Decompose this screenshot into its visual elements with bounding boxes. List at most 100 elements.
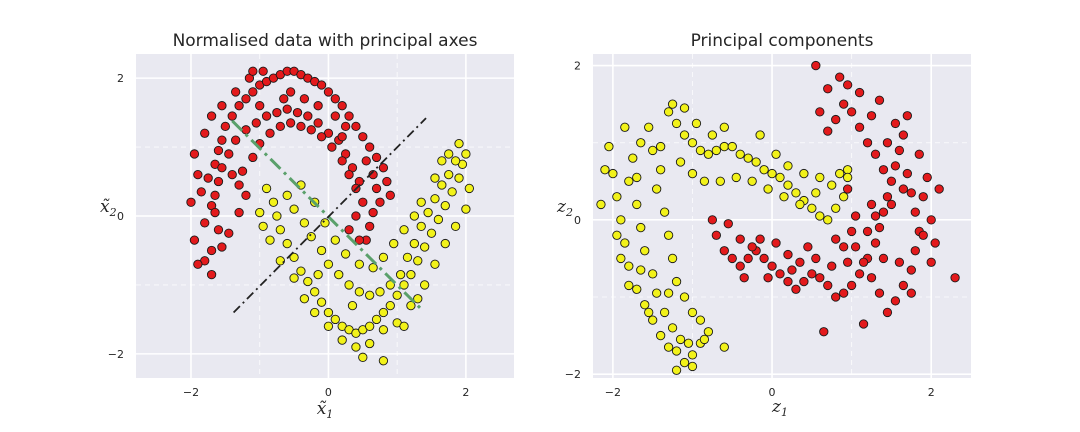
left-y-tick-label: −2	[108, 348, 124, 361]
left-point-yellow	[385, 280, 395, 290]
left-point-red	[365, 221, 375, 231]
right-point-yellow	[644, 122, 654, 132]
right-point-yellow	[695, 145, 706, 156]
right-point-yellow	[687, 138, 698, 148]
left-subplot: Normalised data with principal axes −2 0 2…	[100, 31, 514, 421]
right-point-yellow	[715, 176, 725, 186]
left-point-red	[272, 107, 282, 118]
left-point-yellow	[385, 300, 395, 311]
left-point-red	[217, 242, 227, 252]
right-point-yellow	[608, 168, 618, 179]
right-point-red	[735, 234, 745, 244]
right-point-yellow	[683, 338, 694, 348]
right-point-yellow	[624, 280, 634, 291]
left-point-yellow	[392, 290, 402, 300]
left-x-tick-label: −2	[183, 386, 199, 399]
right-point-yellow	[747, 176, 757, 186]
right-point-yellow	[612, 192, 622, 202]
left-point-red	[200, 218, 210, 228]
right-point-yellow	[663, 107, 674, 117]
right-point-red	[950, 273, 960, 283]
left-point-red	[358, 132, 368, 142]
left-point-yellow	[268, 197, 279, 207]
left-point-red	[224, 149, 234, 159]
left-plot-title: Normalised data with principal axes	[173, 31, 478, 51]
right-point-red	[835, 72, 845, 82]
left-point-yellow	[354, 259, 365, 269]
right-point-yellow	[763, 184, 773, 194]
left-point-red	[330, 111, 340, 121]
right-point-red	[870, 149, 881, 159]
right-point-red	[882, 192, 893, 202]
left-point-red	[217, 135, 227, 145]
right-point-yellow	[671, 365, 682, 375]
right-point-red	[910, 207, 920, 217]
right-point-yellow	[699, 334, 710, 345]
right-point-yellow	[703, 327, 714, 337]
left-point-red	[371, 152, 382, 163]
left-point-red	[234, 180, 244, 190]
left-point-red	[316, 132, 327, 142]
left-point-red	[313, 118, 323, 128]
left-point-red	[234, 207, 244, 218]
left-point-red	[217, 163, 227, 173]
left-point-red	[231, 87, 241, 97]
left-point-red	[231, 135, 241, 145]
left-point-yellow	[413, 294, 423, 304]
right-point-yellow	[636, 138, 646, 148]
right-point-red	[823, 280, 833, 291]
right-point-yellow	[811, 188, 821, 198]
right-point-red	[839, 99, 849, 109]
right-x-tick-label: 0	[769, 386, 776, 399]
right-point-red	[866, 273, 877, 283]
right-point-yellow	[691, 118, 702, 129]
left-point-yellow	[378, 356, 389, 366]
left-point-red	[361, 156, 371, 166]
right-point-yellow	[687, 168, 698, 179]
left-point-red	[368, 207, 378, 218]
left-point-yellow	[450, 221, 461, 231]
right-point-yellow	[655, 330, 666, 341]
right-point-yellow	[771, 149, 781, 159]
right-point-yellow	[640, 300, 650, 310]
right-point-red	[918, 192, 928, 202]
left-tick-labels: −2 0 2 −2 0 2	[108, 72, 470, 399]
left-point-red	[344, 111, 354, 121]
right-point-yellow	[835, 168, 845, 179]
right-point-yellow	[767, 168, 777, 179]
right-point-yellow	[616, 253, 626, 264]
left-point-red	[296, 121, 306, 132]
left-point-red	[351, 121, 361, 132]
left-point-yellow	[299, 294, 310, 304]
right-point-red	[831, 292, 841, 302]
left-scatter-points	[186, 66, 474, 366]
right-point-yellow	[719, 342, 729, 352]
left-point-yellow	[371, 314, 382, 325]
left-point-red	[241, 94, 251, 104]
left-point-yellow	[447, 187, 457, 197]
left-point-yellow	[440, 238, 450, 249]
left-point-red	[337, 132, 347, 142]
right-point-yellow	[620, 238, 630, 248]
right-point-red	[898, 130, 909, 140]
right-point-yellow	[667, 323, 678, 333]
right-point-red	[815, 107, 825, 117]
right-point-yellow	[624, 176, 634, 186]
left-point-yellow	[306, 232, 316, 242]
left-point-yellow	[444, 169, 454, 180]
left-point-yellow	[303, 276, 313, 287]
left-point-yellow	[409, 211, 419, 221]
left-principal-axes	[231, 117, 427, 314]
right-point-yellow	[695, 315, 706, 325]
left-point-red	[220, 121, 230, 132]
left-point-yellow	[296, 266, 306, 276]
right-point-yellow	[675, 334, 686, 345]
right-point-red	[894, 257, 905, 267]
right-point-red	[862, 226, 873, 237]
left-point-red	[323, 87, 334, 97]
left-point-yellow	[461, 149, 471, 159]
right-point-yellow	[839, 192, 849, 202]
right-point-red	[914, 149, 924, 159]
right-point-red	[846, 226, 857, 237]
right-subplot: Principal components −2 0 2 −2 0 2 z1 z2	[556, 31, 971, 419]
